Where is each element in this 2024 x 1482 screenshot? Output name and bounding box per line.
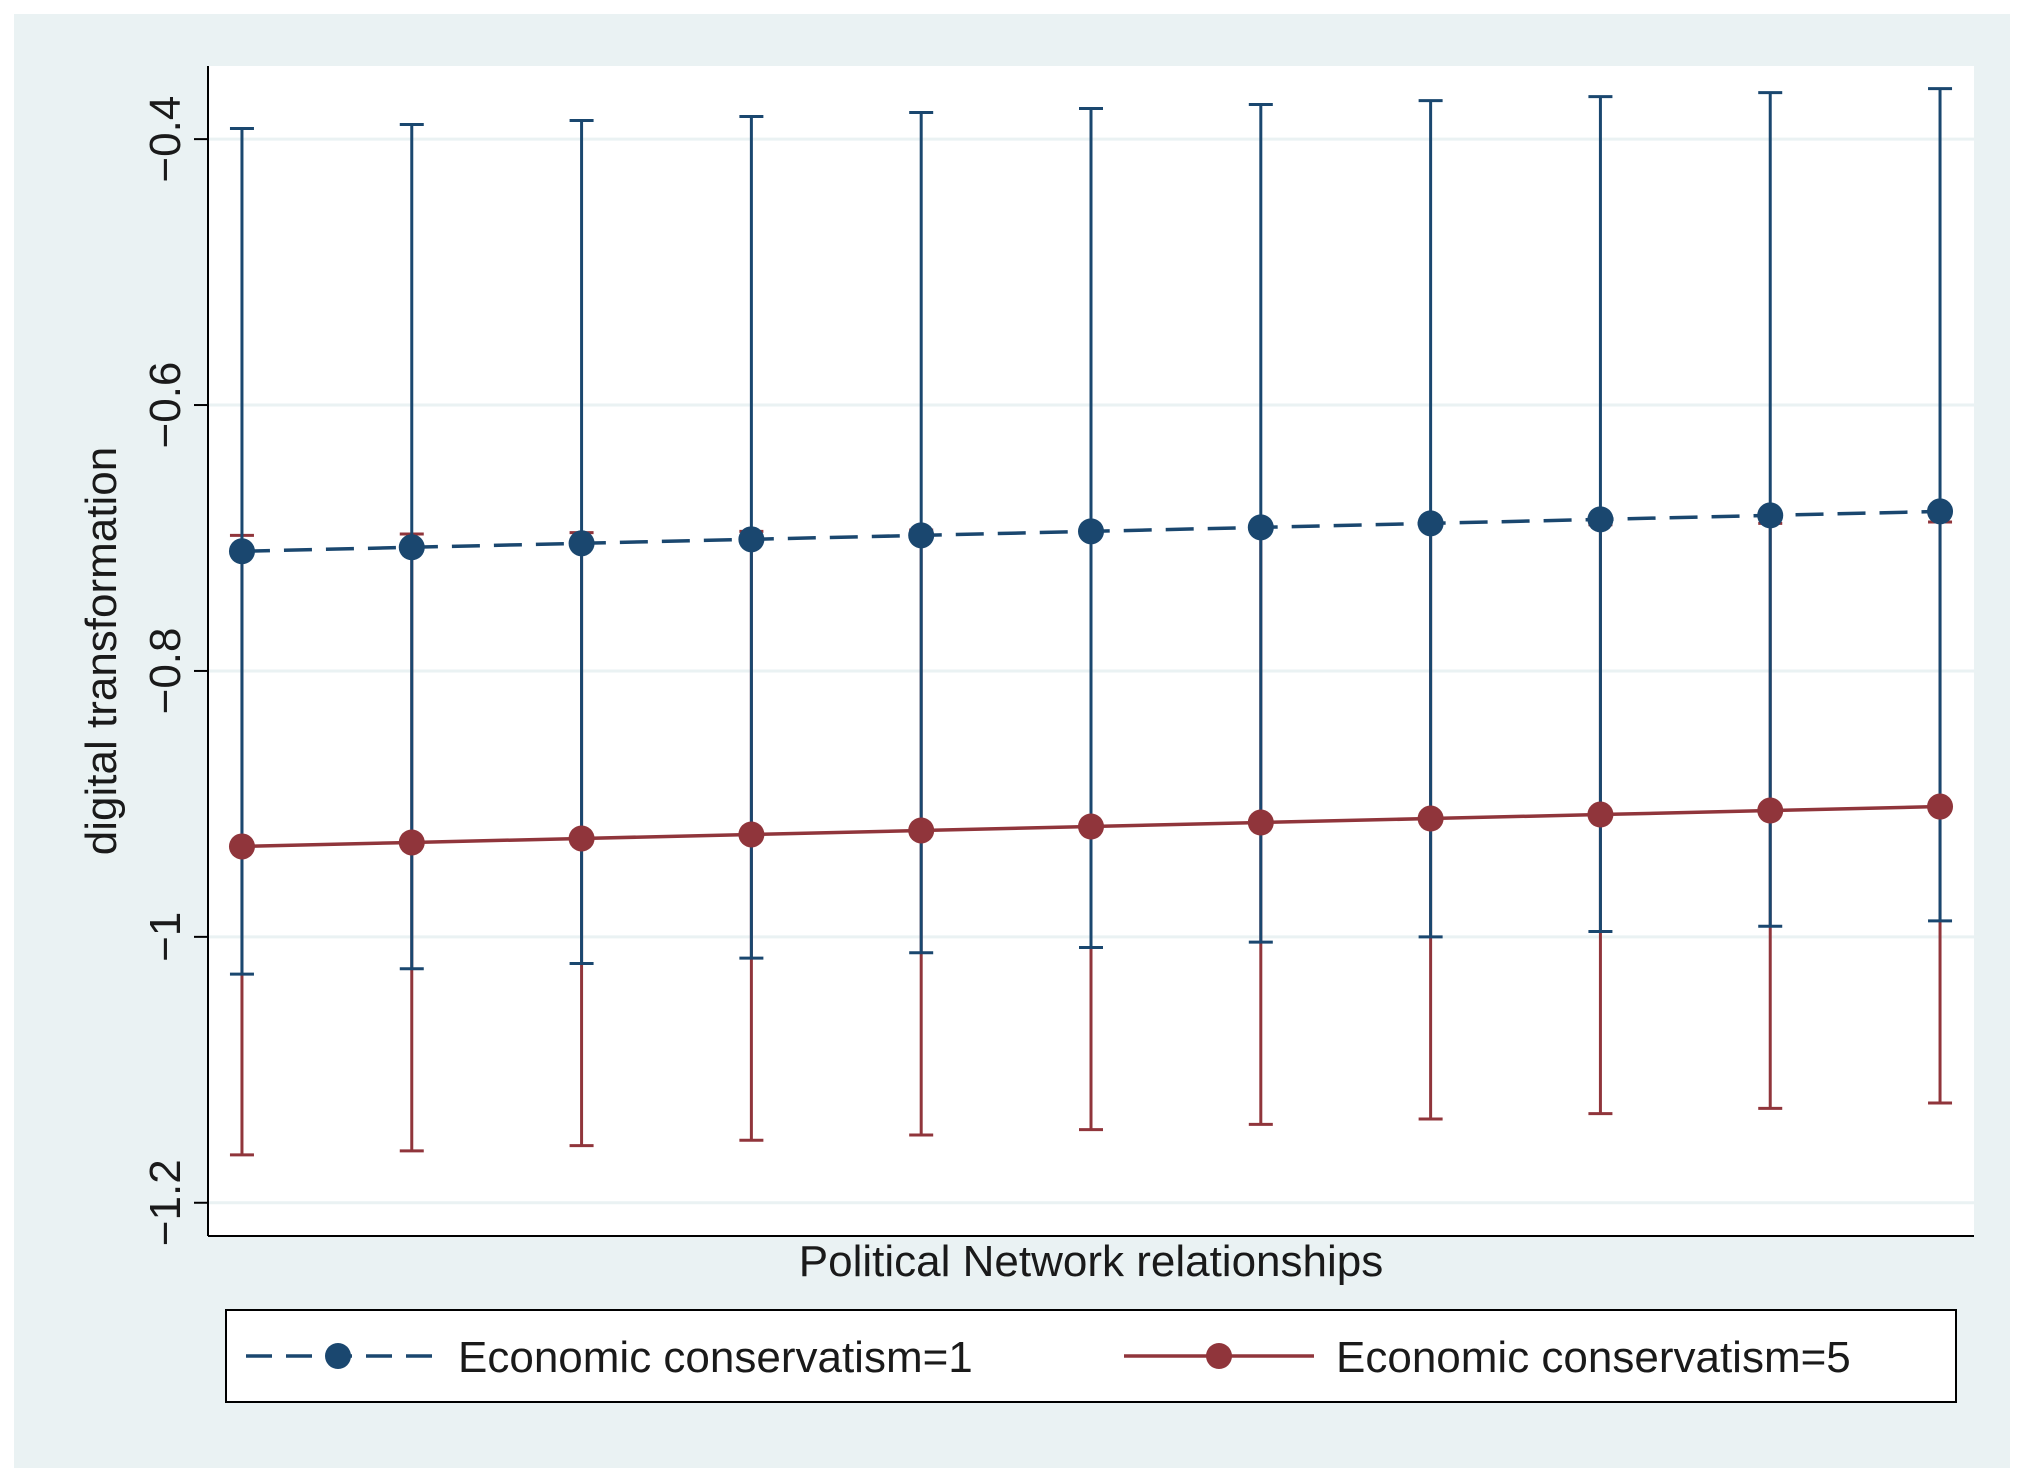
data-point-series-2 xyxy=(228,833,255,860)
data-point-series-1 xyxy=(398,534,425,561)
y-axis-label: digital transformation xyxy=(77,447,126,855)
y-tick-label: −0.8 xyxy=(141,628,190,715)
data-point-series-2 xyxy=(398,829,425,856)
legend-box xyxy=(225,1309,1957,1403)
legend-label-series-2: Economic conservatism=5 xyxy=(1336,1333,1851,1382)
y-axis-ticks: −1.2 −1 −0.8 −0.6 −0.4 xyxy=(141,96,208,1246)
legend-marker-series-2 xyxy=(1206,1343,1232,1369)
legend-label-series-1: Economic conservatism=1 xyxy=(458,1333,973,1382)
data-point-series-1 xyxy=(1417,510,1444,537)
data-point-series-2 xyxy=(1587,801,1614,828)
data-point-series-1 xyxy=(1757,502,1784,529)
y-tick-label: −0.4 xyxy=(141,96,190,183)
chart-figure: −1.2 −1 −0.8 −0.6 −0.4 Political Network rel… xyxy=(14,14,2010,1468)
data-point-series-1 xyxy=(1587,506,1614,533)
chart-canvas: −1.2 −1 −0.8 −0.6 −0.4 Political Network rel… xyxy=(77,66,1974,1403)
data-point-series-2 xyxy=(738,821,765,848)
data-point-series-2 xyxy=(908,817,935,844)
data-point-series-2 xyxy=(1757,797,1784,824)
data-point-series-1 xyxy=(1927,498,1954,525)
data-point-series-1 xyxy=(908,522,935,549)
data-point-series-2 xyxy=(568,825,595,852)
series-points xyxy=(228,498,1954,860)
data-point-series-2 xyxy=(1078,813,1104,840)
data-point-series-2 xyxy=(1247,809,1274,836)
data-point-series-2 xyxy=(1927,793,1954,820)
data-point-series-2 xyxy=(1417,805,1444,832)
data-point-series-1 xyxy=(738,526,765,553)
data-point-series-1 xyxy=(1078,518,1104,545)
x-axis-label: Political Network relationships xyxy=(799,1237,1383,1286)
legend: Economic conservatism=1 Economic conserv… xyxy=(225,1309,1957,1403)
y-tick-label: −1.2 xyxy=(141,1159,190,1246)
legend-marker-series-1 xyxy=(325,1343,351,1369)
y-tick-label: −0.6 xyxy=(141,362,190,449)
y-tick-label: −1 xyxy=(141,912,190,962)
data-point-series-1 xyxy=(568,530,595,557)
data-point-series-1 xyxy=(228,538,255,565)
data-point-series-1 xyxy=(1247,514,1274,541)
